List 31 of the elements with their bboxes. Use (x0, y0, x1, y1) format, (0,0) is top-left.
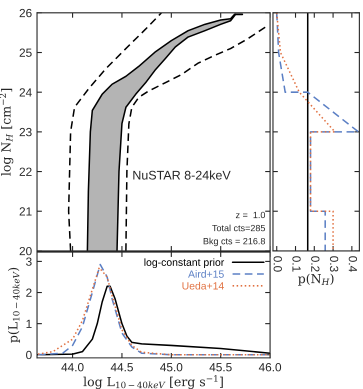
x-tick-label: 0.2 (311, 256, 320, 272)
y-tick-label: 23 (20, 128, 32, 136)
x-tick-label: 0.4 (348, 256, 358, 272)
y-tick-label: 1 (26, 320, 32, 328)
y-axis-title: p(L$_{10−40keV}$) (8, 268, 20, 343)
annotation: NuSTAR 8-24keV (133, 170, 231, 180)
y-tick-label: 24 (20, 88, 32, 96)
y-tick-label: 20 (20, 246, 32, 256)
x-tick-label: 44.5 (110, 363, 133, 372)
legend-label: Aird+15 (188, 270, 224, 278)
x-axis-title: p(N$_{H}$) (298, 274, 334, 286)
x-tick-label: 45.5 (209, 363, 232, 372)
annotation: Total cts=285 (212, 224, 266, 232)
x-tick-label: 45.0 (160, 363, 182, 372)
y-tick-label: 25 (20, 48, 32, 57)
y-tick-label: 0 (26, 350, 32, 360)
legend-label: Ueda+14 (182, 282, 224, 290)
annotation: z = 1.0 (236, 212, 266, 218)
y-tick-label: 22 (20, 168, 32, 176)
x-axis-title: log L$_{10−40keV}$ [erg s$^{−1}$] (83, 375, 223, 389)
x-tick-label: 0.3 (330, 256, 338, 272)
y-tick-label: 26 (20, 8, 32, 18)
x-tick-label: 44.0 (61, 363, 84, 372)
annotation: Bkg cts = 216.8 (204, 238, 266, 246)
y-tick-label: 3 (26, 257, 32, 266)
y-tick-label: 2 (26, 288, 32, 297)
legend-label: log-constant prior (144, 258, 224, 268)
x-tick-label: 46.0 (258, 363, 282, 372)
x-tick-label: 0.1 (292, 256, 301, 272)
x-tick-label: 0.0 (274, 256, 282, 272)
y-tick-label: 21 (20, 207, 32, 216)
